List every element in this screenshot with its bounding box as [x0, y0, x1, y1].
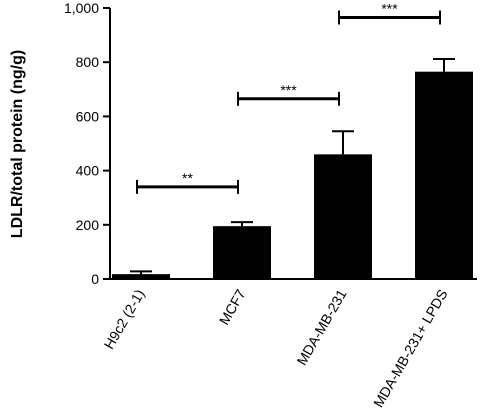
y-tick-label: 800: [76, 54, 100, 70]
y-tick-label: 0: [91, 271, 99, 287]
x-tick-label: H9c2 (2-1): [101, 287, 148, 352]
bar: [314, 154, 372, 279]
x-tick-label: MDA-MB-231+ LPDS: [370, 287, 451, 411]
significance-label: ***: [280, 82, 297, 98]
significance-label: **: [182, 170, 193, 186]
y-tick-label: 200: [76, 217, 100, 233]
significance-label: ***: [381, 0, 398, 16]
y-tick-label: 600: [76, 108, 100, 124]
y-tick-label: 400: [76, 163, 100, 179]
y-axis-label: LDLR/total protein (ng/g): [9, 50, 26, 238]
x-tick-label: MDA-MB-231: [293, 286, 349, 368]
bar: [112, 274, 170, 279]
bar: [213, 226, 271, 279]
bar: [415, 71, 473, 279]
y-tick-label: 1,000: [64, 0, 99, 16]
x-tick-label: MCF7: [216, 286, 249, 327]
